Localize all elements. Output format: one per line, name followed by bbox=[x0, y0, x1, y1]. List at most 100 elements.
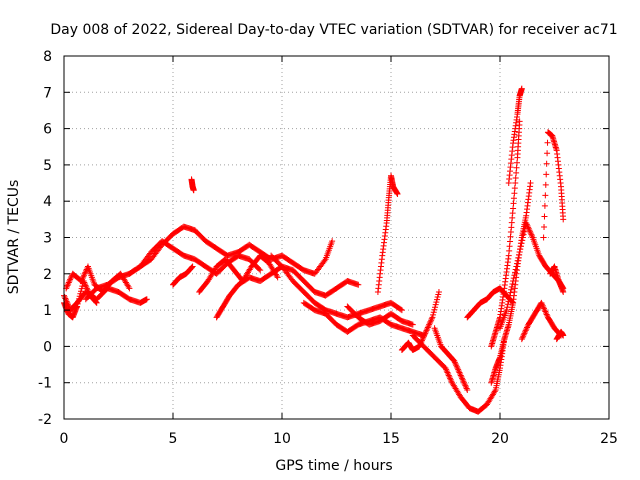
data-point bbox=[560, 288, 567, 295]
series-track-11 bbox=[268, 252, 405, 321]
x-tick-label: 0 bbox=[60, 431, 69, 447]
data-point bbox=[435, 291, 442, 298]
data-point bbox=[455, 368, 462, 375]
data-point bbox=[433, 296, 440, 303]
series-track-08 bbox=[191, 227, 336, 277]
series-track-14 bbox=[374, 172, 401, 295]
data-point bbox=[541, 307, 548, 314]
data-point bbox=[513, 263, 520, 270]
data-point bbox=[523, 325, 530, 332]
data-point bbox=[524, 222, 531, 229]
data-point bbox=[511, 272, 518, 279]
data-point bbox=[513, 164, 520, 171]
series-track-24 bbox=[540, 129, 567, 241]
data-point bbox=[517, 243, 524, 250]
data-point bbox=[464, 386, 471, 393]
data-point bbox=[541, 202, 548, 209]
data-point bbox=[506, 295, 513, 302]
data-point bbox=[521, 228, 528, 235]
data-point bbox=[513, 169, 520, 176]
data-point bbox=[427, 318, 434, 325]
data-point bbox=[83, 285, 90, 292]
data-point bbox=[63, 283, 70, 290]
data-point bbox=[455, 366, 462, 373]
data-point bbox=[520, 231, 527, 238]
data-point bbox=[126, 285, 133, 292]
y-tick-label: 5 bbox=[43, 158, 52, 174]
data-point bbox=[529, 233, 536, 240]
data-point bbox=[64, 282, 71, 289]
data-point bbox=[426, 320, 433, 327]
data-point bbox=[524, 323, 531, 330]
data-point bbox=[453, 363, 460, 370]
data-point bbox=[321, 257, 328, 264]
data-point bbox=[508, 283, 515, 290]
data-point bbox=[542, 310, 549, 317]
data-point bbox=[521, 330, 528, 337]
data-point bbox=[83, 267, 90, 274]
data-point bbox=[443, 366, 450, 373]
data-point bbox=[525, 224, 532, 231]
data-point bbox=[433, 299, 440, 306]
data-point bbox=[329, 238, 336, 245]
data-point bbox=[459, 375, 466, 382]
data-point bbox=[425, 323, 432, 330]
data-point bbox=[512, 266, 519, 273]
data-point bbox=[423, 327, 430, 334]
data-point bbox=[446, 373, 453, 380]
data-point bbox=[125, 283, 132, 290]
data-point bbox=[491, 388, 498, 395]
data-point bbox=[518, 336, 525, 343]
data-point bbox=[522, 327, 529, 334]
y-tick-label: 0 bbox=[43, 339, 52, 355]
data-point bbox=[424, 324, 431, 331]
data-point bbox=[519, 237, 526, 244]
series-track-17 bbox=[431, 325, 471, 393]
data-point bbox=[510, 278, 517, 285]
data-point bbox=[434, 294, 441, 301]
data-point bbox=[420, 333, 427, 340]
x-tick-label: 5 bbox=[169, 431, 178, 447]
data-point bbox=[453, 362, 460, 369]
data-point bbox=[274, 274, 281, 281]
y-tick-label: 8 bbox=[43, 49, 52, 65]
data-point bbox=[526, 227, 533, 234]
data-point bbox=[515, 254, 522, 261]
data-point bbox=[66, 278, 73, 285]
data-point bbox=[540, 304, 547, 311]
data-point bbox=[541, 305, 548, 312]
data-point bbox=[512, 180, 519, 187]
data-point bbox=[85, 288, 92, 295]
data-point bbox=[81, 280, 88, 287]
data-point bbox=[505, 298, 512, 305]
data-point bbox=[256, 266, 263, 273]
data-point bbox=[510, 205, 517, 212]
data-point bbox=[542, 308, 549, 315]
data-point bbox=[510, 275, 517, 282]
data-point bbox=[61, 294, 68, 301]
data-point bbox=[540, 234, 547, 241]
data-point bbox=[462, 384, 469, 391]
series-track-19 bbox=[488, 118, 523, 350]
x-axis-label: GPS time / hours bbox=[275, 458, 392, 474]
data-point bbox=[544, 139, 551, 146]
data-point bbox=[81, 270, 88, 277]
data-point bbox=[432, 304, 439, 311]
data-point bbox=[445, 372, 452, 379]
data-point bbox=[520, 331, 527, 338]
data-point bbox=[75, 298, 82, 305]
data-point bbox=[398, 307, 405, 314]
data-point bbox=[431, 306, 438, 313]
data-point bbox=[457, 370, 464, 377]
data-point bbox=[432, 301, 439, 308]
data-point bbox=[92, 298, 99, 305]
data-point bbox=[452, 360, 459, 367]
data-point bbox=[189, 263, 196, 270]
data-point bbox=[430, 309, 437, 316]
data-point bbox=[451, 357, 458, 364]
plot-frame bbox=[63, 55, 610, 420]
y-tick-label: 4 bbox=[43, 194, 52, 210]
data-point bbox=[516, 118, 523, 125]
series-track-02 bbox=[61, 278, 100, 321]
data-point bbox=[522, 328, 529, 335]
